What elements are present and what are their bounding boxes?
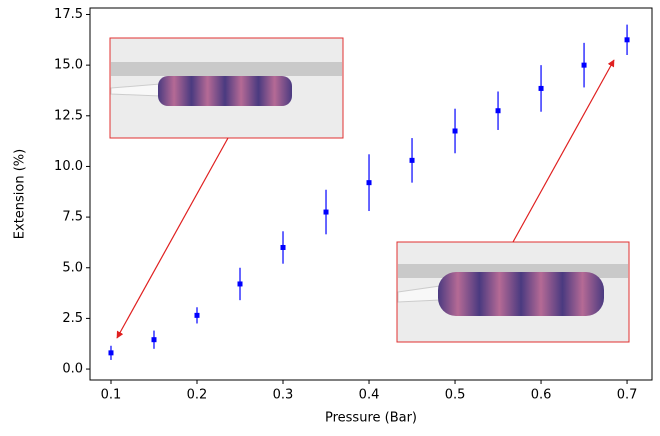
y-tick-label: 2.5 [62,311,83,326]
inset-photo-1 [109,37,344,139]
annotation-arrow [116,137,229,339]
x-tick-label: 0.4 [359,388,380,403]
y-tick-label: 5.0 [62,260,83,275]
data-point [237,281,243,287]
data-point [452,128,458,134]
data-point [108,350,114,356]
data-point [581,62,587,68]
data-point [624,37,630,43]
data-point [495,108,501,114]
y-tick-label: 12.5 [54,108,83,123]
data-point [323,209,329,215]
y-tick-label: 7.5 [62,210,83,225]
x-axis-label: Pressure (Bar) [325,411,417,426]
plot-frame [89,7,653,381]
x-tick-label: 0.3 [273,388,294,403]
y-axis-label: Extension (%) [13,149,28,239]
data-point [538,85,544,91]
annotation-arrow [512,59,615,243]
x-tick-label: 0.5 [445,388,466,403]
x-tick-label: 0.1 [101,388,122,403]
data-point [194,312,200,318]
y-tick-label: 17.5 [54,7,83,22]
x-tick-label: 0.6 [531,388,552,403]
data-point [366,180,372,186]
y-tick-label: 10.0 [54,159,83,174]
x-tick-label: 0.7 [617,388,638,403]
x-tick-label: 0.2 [187,388,208,403]
y-tick-label: 15.0 [54,58,83,73]
data-point [151,337,157,343]
y-tick-label: 0.0 [62,362,83,377]
inset-photo-2 [396,241,630,343]
data-point [280,244,286,250]
data-point [409,157,415,163]
